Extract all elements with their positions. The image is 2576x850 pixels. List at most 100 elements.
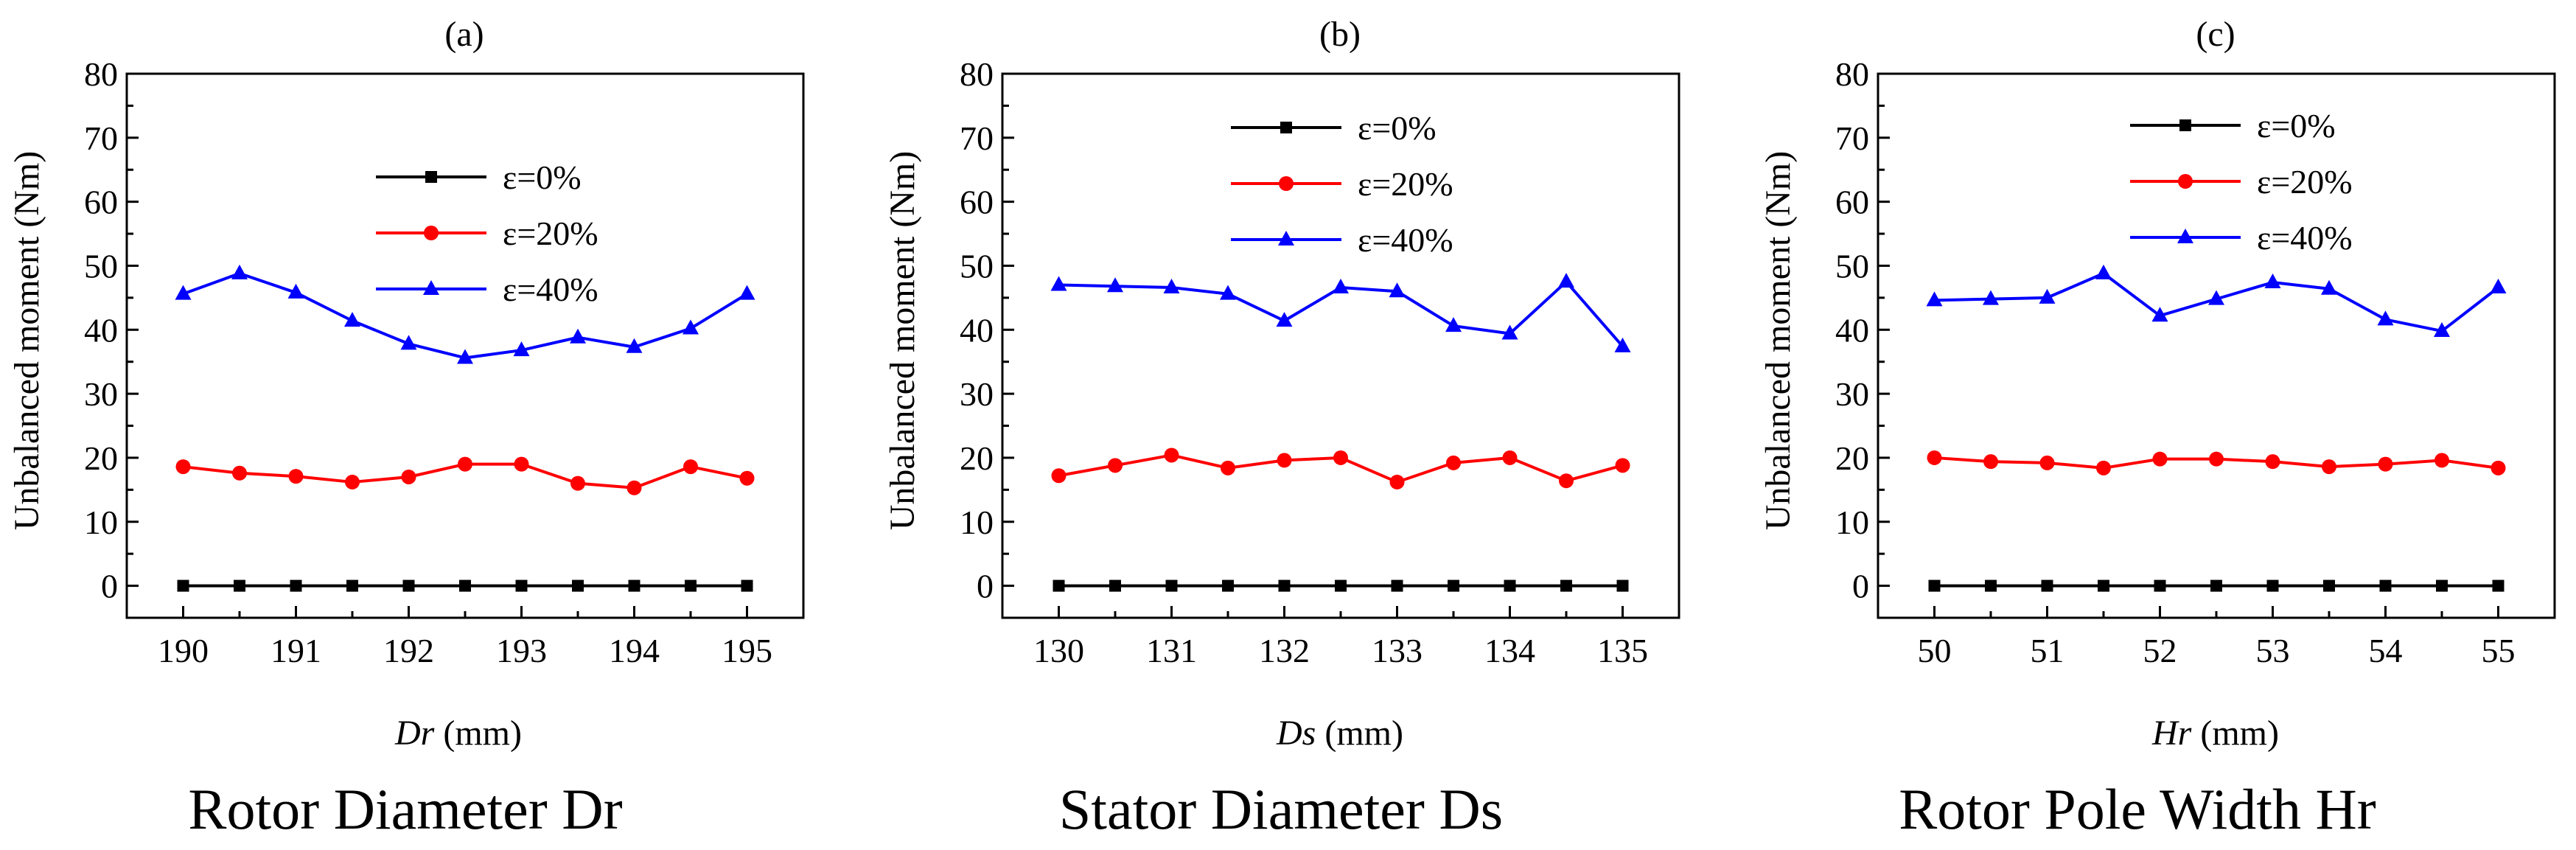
x-axis-label: Hr (mm) — [2151, 714, 2279, 753]
x-tick-label: 191 — [270, 632, 321, 669]
data-point — [2154, 579, 2166, 592]
legend-marker — [423, 280, 439, 295]
panel-label: (c) — [2196, 15, 2235, 54]
legend-label: ε=40% — [503, 271, 598, 308]
data-point — [175, 459, 191, 475]
data-point — [1220, 285, 1236, 300]
x-axis-label: Ds (mm) — [1276, 714, 1403, 753]
x-tick-label: 133 — [1372, 632, 1423, 669]
legend-marker — [2178, 174, 2193, 189]
x-axis-unit: (mm) — [1316, 714, 1403, 753]
x-tick-label: 134 — [1484, 632, 1535, 669]
data-point — [1389, 474, 1405, 490]
legend-label: ε=20% — [1358, 165, 1453, 203]
x-tick-label: 51 — [2031, 632, 2064, 669]
panel-b: (b) 0 10 20 30 40 50 60 70 80 130 131 132 133 134 135 ε… — [883, 15, 1680, 841]
data-point — [1333, 450, 1348, 465]
data-point — [1926, 291, 1943, 307]
y-axis-label: Unbalanced moment (Nm) — [883, 151, 922, 531]
x-tick-label: 53 — [2256, 632, 2290, 669]
data-point — [626, 338, 643, 353]
data-point — [1276, 312, 1293, 327]
data-point — [175, 285, 192, 300]
data-point — [1391, 579, 1403, 592]
data-point — [1615, 458, 1630, 473]
data-point — [2209, 451, 2224, 467]
legend-marker — [424, 226, 439, 240]
data-point — [2323, 579, 2335, 592]
data-point — [2436, 579, 2448, 592]
x-axis-variable: Hr — [2151, 714, 2192, 753]
data-point — [459, 579, 471, 592]
data-point — [1053, 579, 1065, 592]
data-point — [685, 579, 697, 592]
data-point — [2378, 456, 2393, 472]
data-point — [1389, 282, 1406, 298]
data-point — [1559, 473, 1574, 489]
data-point — [177, 579, 189, 592]
data-point — [345, 474, 360, 490]
x-tick-label: 195 — [722, 632, 772, 669]
x-axis-unit: (mm) — [434, 714, 522, 753]
data-point — [2041, 579, 2053, 592]
y-tick-label: 80 — [1835, 55, 1869, 93]
plot-area: 0 10 20 30 40 50 60 70 80 50 51 52 53 54 55 ε=0% ε=20% ε=… — [1835, 55, 2556, 669]
x-tick-label: 194 — [609, 632, 660, 669]
data-point — [741, 579, 753, 592]
legend-marker — [2177, 229, 2193, 243]
data-point — [2377, 310, 2394, 326]
x-tick-label: 55 — [2482, 632, 2516, 669]
legend-label: ε=40% — [2257, 219, 2353, 257]
y-tick-label: 80 — [84, 55, 118, 93]
y-tick-label: 60 — [960, 184, 994, 221]
x-tick-label: 50 — [1918, 632, 1952, 669]
data-point — [739, 470, 755, 486]
data-point — [1445, 317, 1462, 332]
data-point — [2434, 322, 2450, 338]
data-point — [1928, 579, 1941, 592]
legend-marker — [1280, 122, 1292, 133]
data-point — [2491, 460, 2506, 475]
data-point — [1446, 455, 1461, 470]
plot-area: 0 10 20 30 40 50 60 70 80 130 131 132 133 134 135 ε=0% ε… — [960, 55, 1680, 669]
data-point — [570, 475, 585, 491]
data-point — [1504, 579, 1516, 592]
data-point — [1107, 277, 1123, 293]
data-point — [1222, 579, 1234, 592]
data-point — [1335, 579, 1347, 592]
y-tick-label: 0 — [1852, 568, 1869, 605]
data-point — [287, 283, 304, 299]
y-tick-label: 60 — [84, 184, 118, 221]
data-point — [1277, 453, 1292, 468]
data-point — [2434, 453, 2449, 468]
data-point — [1278, 579, 1291, 592]
data-point — [570, 328, 586, 344]
data-point — [1109, 579, 1121, 592]
legend-marker — [1279, 176, 1294, 191]
x-tick-label: 54 — [2369, 632, 2403, 669]
data-point — [457, 349, 473, 364]
data-point — [626, 480, 642, 495]
y-tick-label: 80 — [960, 55, 994, 93]
y-tick-label: 40 — [84, 311, 118, 349]
data-point — [232, 465, 247, 481]
data-point — [1108, 458, 1123, 473]
data-point — [2266, 579, 2279, 592]
y-tick-label: 0 — [101, 568, 118, 605]
x-axis-label: Dr (mm) — [394, 714, 522, 753]
y-tick-label: 60 — [1835, 184, 1869, 221]
data-point — [346, 579, 358, 592]
data-point — [1221, 460, 1235, 475]
data-point — [514, 456, 529, 472]
data-point — [2492, 579, 2505, 592]
data-point — [2152, 451, 2168, 467]
x-tick-label: 135 — [1597, 632, 1648, 669]
legend-label: ε=0% — [1358, 109, 1437, 147]
data-point — [290, 579, 302, 592]
y-tick-label: 20 — [960, 439, 994, 477]
legend-label: ε=20% — [503, 215, 598, 252]
data-point — [2151, 307, 2168, 322]
data-point — [401, 469, 416, 484]
data-point — [1983, 290, 1999, 305]
